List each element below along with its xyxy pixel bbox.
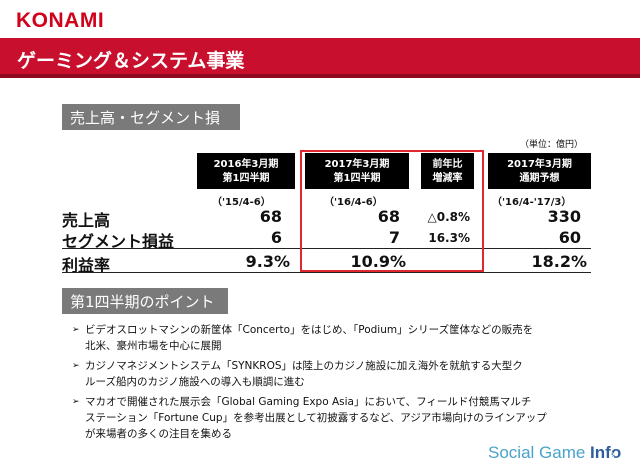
section-title-points: 第1四半期のポイント <box>62 288 228 314</box>
header-fy2017-q1: 2017年3月期 第1四半期 <box>305 153 409 189</box>
watermark: Social Game Info <box>488 443 621 463</box>
arrow-bullet-icon: ➢ <box>72 325 80 335</box>
point-text: 北米、豪州市場を中心に展開 <box>85 340 222 352</box>
point-text: ルーズ船内のカジノ施設への導入も順調に進む <box>85 376 305 388</box>
sales-col3: △0.8% <box>427 210 470 224</box>
segment-col2: 7 <box>388 228 400 247</box>
header-line: 2016年3月期 <box>213 159 279 170</box>
margin-col4: 18.2% <box>531 252 587 271</box>
page-title: ゲーミング＆システム事業 <box>17 50 245 72</box>
arrow-bullet-icon: ➢ <box>72 397 80 407</box>
sales-col2: 68 <box>377 207 400 226</box>
header-line: 前年比 <box>432 159 463 170</box>
margin-col2: 10.9% <box>350 252 406 271</box>
header-yoy-change: 前年比 増減率 <box>421 153 474 189</box>
point-text: ステーション「Fortune Cup」を参考出展として初披露するなど、アジア市場… <box>85 412 547 424</box>
header-line: 第1四半期 <box>333 173 381 184</box>
header-line: 通期予想 <box>519 173 560 184</box>
header-fy2017-forecast: 2017年3月期 通期予想 <box>488 153 591 189</box>
sales-col1: 68 <box>259 207 282 226</box>
header-line: 増減率 <box>432 173 463 184</box>
list-item: ➢ マカオで開催された展示会「Global Gaming Expo Asia」に… <box>72 394 612 442</box>
header-line: 第1四半期 <box>222 173 270 184</box>
watermark-text-b: Info <box>590 443 622 462</box>
period-col2: （'16/4-6） <box>324 197 383 208</box>
segment-col4: 60 <box>558 228 581 247</box>
point-text: カジノマネジメントシステム「SYNKROS」は陸上のカジノ施設に加え海外を就航す… <box>85 360 523 372</box>
page-number: 8 <box>609 452 615 462</box>
page-title-banner: ゲーミング＆システム事業 <box>0 38 640 78</box>
list-item: ➢ ビデオスロットマシンの新筐体「Concerto」をはじめ、「Podium」シ… <box>72 322 612 354</box>
point-text: マカオで開催された展示会「Global Gaming Expo Asia」におい… <box>85 396 532 408</box>
header-line: 2017年3月期 <box>324 159 390 170</box>
point-text: が来場者の多くの注目を集める <box>85 428 232 440</box>
period-col4: （'16/4-'17/3） <box>492 197 572 208</box>
arrow-bullet-icon: ➢ <box>72 361 80 371</box>
header-line: 2017年3月期 <box>507 159 572 170</box>
row-label-sales: 売上高 <box>62 211 111 230</box>
konami-logo: KONAMI <box>16 9 105 32</box>
segment-col3: 16.3% <box>428 231 470 245</box>
section-title-sales: 売上高・セグメント損益 <box>62 104 240 148</box>
margin-col1: 9.3% <box>245 252 290 271</box>
segment-col1: 6 <box>270 228 282 247</box>
points-list: ➢ ビデオスロットマシンの新筐体「Concerto」をはじめ、「Podium」シ… <box>72 322 612 446</box>
period-col1: （'15/4-6） <box>212 197 271 208</box>
point-text: ビデオスロットマシンの新筐体「Concerto」をはじめ、「Podium」シリー… <box>85 324 534 336</box>
table-divider <box>62 248 591 249</box>
list-item: ➢ カジノマネジメントシステム「SYNKROS」は陸上のカジノ施設に加え海外を就… <box>72 358 612 390</box>
unit-label: （単位：億円） <box>520 140 584 150</box>
highlight-box <box>300 150 484 272</box>
row-label-margin: 利益率 <box>62 256 111 275</box>
sales-col4: 330 <box>547 207 581 226</box>
header-fy2016-q1: 2016年3月期 第1四半期 <box>197 153 295 189</box>
watermark-text-a: Social Game <box>488 443 591 462</box>
table-bottom-line <box>62 272 591 273</box>
row-label-segment: セグメント損益 <box>62 232 175 251</box>
